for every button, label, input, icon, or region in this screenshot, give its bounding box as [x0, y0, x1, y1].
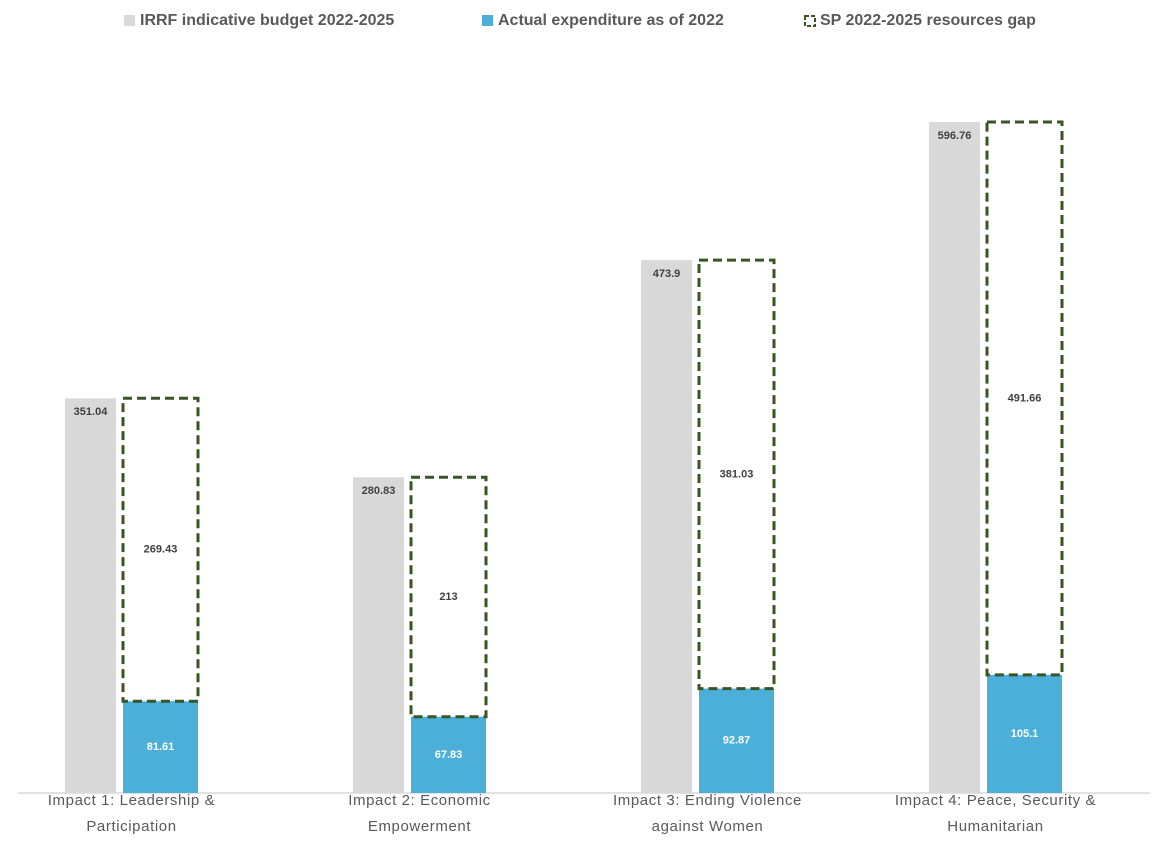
legend-swatch: [482, 15, 493, 26]
bar: [699, 688, 774, 793]
legend-label: IRRF indicative budget 2022-2025: [140, 12, 394, 29]
x-tick-label: Impact 3: Ending Violence against Women: [612, 792, 802, 835]
x-tick-label: Impact 1: Leadership & Participation: [47, 792, 216, 835]
data-label: 269.43: [144, 544, 178, 556]
legend-label: Actual expenditure as of 2022: [498, 12, 724, 29]
x-tick-label: Impact 4: Peace, Security & Humanitarian: [894, 792, 1097, 835]
data-label: 351.04: [74, 406, 109, 418]
data-label: 213: [439, 591, 457, 603]
data-label: 92.87: [723, 735, 751, 747]
data-label: 473.9: [653, 268, 681, 280]
bar: [411, 716, 486, 793]
gap-bar: [697, 258, 776, 691]
bar: [987, 674, 1062, 793]
data-label: 67.83: [435, 749, 463, 761]
x-tick-label: Impact 2: Economic Empowerment: [348, 792, 491, 835]
legend-swatch: [804, 15, 816, 27]
data-label: 81.61: [147, 741, 175, 753]
gap-bar: [985, 120, 1064, 677]
data-label: 491.66: [1008, 392, 1042, 404]
bar: [929, 122, 980, 793]
data-label: 280.83: [362, 485, 396, 497]
gap-bar: [121, 396, 200, 703]
data-label: 596.76: [938, 130, 972, 142]
legend-label: SP 2022-2025 resources gap: [820, 12, 1036, 29]
bar: [641, 260, 692, 793]
legend-swatch: [124, 15, 135, 26]
data-label: 105.1: [1011, 728, 1039, 740]
gap-bar: [409, 475, 488, 719]
bar: [123, 701, 198, 793]
data-label: 381.03: [720, 468, 754, 480]
bar: [65, 398, 116, 793]
bar: [353, 477, 404, 793]
